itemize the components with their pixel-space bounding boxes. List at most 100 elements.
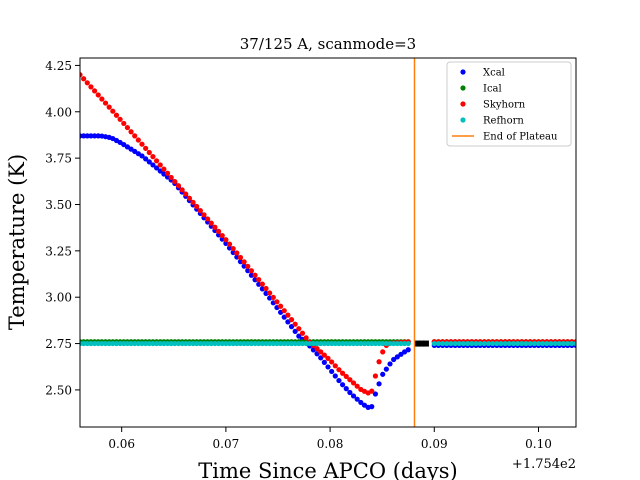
- data-point: [314, 340, 320, 347]
- gap-marker: [422, 340, 429, 347]
- data-point: [321, 340, 327, 347]
- data-point: [205, 340, 211, 347]
- legend-label: End of Plateau: [483, 132, 558, 143]
- data-point: [477, 340, 483, 347]
- data-point: [190, 340, 196, 347]
- data-point: [212, 224, 218, 230]
- legend-label: Refhorn: [483, 116, 524, 127]
- plot-points: [80, 58, 576, 427]
- data-point: [465, 340, 471, 347]
- data-point: [226, 340, 233, 347]
- data-point: [560, 340, 567, 347]
- data-point: [380, 349, 386, 355]
- data-point: [336, 367, 342, 373]
- data-point: [380, 340, 386, 347]
- y-tick-label: 4.00: [45, 105, 72, 119]
- data-point: [398, 340, 404, 347]
- data-point: [498, 340, 504, 347]
- data-point: [325, 364, 331, 370]
- data-point: [234, 340, 240, 347]
- data-point: [139, 141, 145, 147]
- data-point: [248, 268, 255, 274]
- data-point: [259, 281, 265, 287]
- data-point: [347, 377, 353, 383]
- data-point: [91, 88, 98, 94]
- data-point: [292, 328, 298, 334]
- data-point: [153, 158, 160, 164]
- data-point: [391, 340, 397, 347]
- data-point: [318, 349, 324, 355]
- data-point: [99, 340, 105, 347]
- data-point: [277, 340, 284, 347]
- data-point: [299, 330, 306, 336]
- data-point: [186, 340, 193, 347]
- data-point: [248, 340, 255, 347]
- data-point: [84, 340, 90, 347]
- data-point: [121, 120, 127, 127]
- data-point: [343, 340, 349, 347]
- data-point: [296, 333, 302, 339]
- data-point: [469, 340, 475, 347]
- data-point: [519, 340, 525, 347]
- data-point: [527, 340, 533, 347]
- data-point: [150, 340, 156, 347]
- data-point: [274, 299, 280, 305]
- data-point: [252, 272, 258, 278]
- legend-marker: [460, 85, 466, 91]
- data-point: [444, 340, 450, 347]
- data-point: [201, 340, 207, 347]
- x-axis-label: Time Since APCO (days): [198, 459, 457, 480]
- data-point: [321, 352, 327, 358]
- data-point: [540, 340, 546, 347]
- data-point: [267, 290, 273, 296]
- data-point: [376, 359, 382, 365]
- data-point: [329, 359, 335, 365]
- data-point: [435, 340, 442, 347]
- gap-marker: [418, 340, 425, 347]
- data-point: [332, 340, 338, 347]
- y-tick-label: 3.00: [45, 291, 72, 305]
- data-point: [245, 268, 251, 274]
- data-point: [510, 340, 517, 347]
- chart-title: 37/125 A, scanmode=3: [240, 35, 416, 53]
- data-point: [544, 340, 550, 347]
- data-point: [365, 340, 371, 347]
- data-point: [230, 340, 236, 347]
- data-point: [310, 340, 317, 347]
- series-refhorn: [80, 340, 576, 347]
- x-axis: 0.06 0.07 0.08 0.09 0.10: [108, 427, 552, 451]
- data-point: [175, 183, 182, 189]
- data-point: [102, 340, 109, 347]
- legend-marker: [460, 101, 466, 107]
- data-point: [150, 162, 156, 168]
- data-point: [106, 340, 112, 347]
- data-point: [354, 340, 360, 347]
- data-point: [95, 340, 101, 347]
- data-point: [332, 363, 338, 369]
- data-point: [281, 308, 287, 314]
- data-point: [303, 335, 309, 341]
- data-point: [208, 340, 214, 347]
- data-point: [124, 124, 131, 131]
- data-point: [358, 399, 364, 406]
- data-point: [121, 340, 127, 347]
- data-point: [241, 259, 247, 265]
- data-point: [267, 340, 273, 347]
- data-point: [150, 154, 156, 160]
- data-point: [117, 340, 123, 347]
- data-point: [215, 340, 222, 347]
- x-tick-label: 0.07: [213, 437, 240, 451]
- data-point: [494, 340, 500, 347]
- data-point: [321, 359, 327, 365]
- data-point: [515, 340, 521, 347]
- data-point: [387, 340, 393, 347]
- data-point: [80, 72, 83, 78]
- data-point: [102, 100, 109, 106]
- legend-marker: [460, 117, 466, 123]
- data-point: [124, 340, 131, 347]
- data-point: [84, 80, 90, 86]
- data-point: [387, 361, 393, 367]
- data-point: [372, 391, 379, 397]
- data-point: [502, 340, 508, 347]
